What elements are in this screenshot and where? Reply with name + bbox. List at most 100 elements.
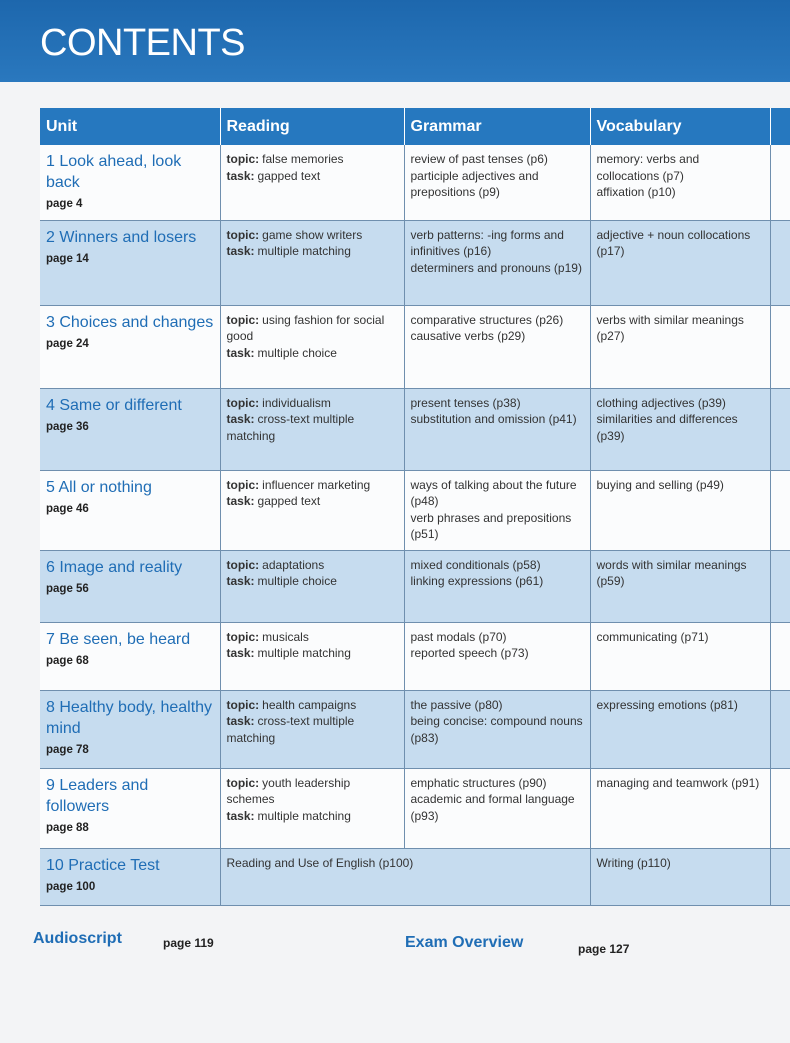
reading-label: task: bbox=[226, 345, 255, 360]
unit-page: page 78 bbox=[46, 743, 89, 756]
grammar-cell: verb patterns: -ing forms and infinitive… bbox=[404, 220, 591, 306]
reading-label: topic: bbox=[226, 629, 260, 644]
vocabulary-item: words with similar meanings (p59) bbox=[596, 557, 747, 589]
unit-cell: 9 Leaders and followers page 88 bbox=[40, 768, 221, 849]
table-row: 9 Leaders and followers page 88 topic: yout… bbox=[40, 768, 790, 849]
reading-label: task: bbox=[226, 574, 255, 588]
grammar-item: comparative structures (p26) bbox=[410, 312, 564, 327]
footer-title: Audioscript bbox=[33, 930, 122, 947]
vocabulary-cell: expressing emotions (p81) bbox=[590, 690, 771, 769]
reading-text: using fashion for social good bbox=[226, 312, 385, 344]
reading-cell: topic: game show writers task: multiple mat… bbox=[220, 220, 405, 306]
vocabulary-cell: clothing adjectives (p39) similarities an… bbox=[590, 388, 771, 471]
grammar-item: present tenses (p38) bbox=[410, 395, 521, 410]
reading-cell: topic: musicals task: multiple matching bbox=[220, 622, 405, 691]
unit-cell: 6 Image and reality page 56 bbox=[40, 550, 221, 623]
unit-title: 7 Be seen, be heard bbox=[46, 630, 191, 648]
reading-line: topic: musicals bbox=[227, 629, 398, 646]
reading-label: topic: bbox=[226, 227, 260, 242]
header-band bbox=[0, 0, 790, 82]
unit-cell: 1 Look ahead, look back page 4 bbox=[40, 145, 221, 221]
reading-line: topic: adaptations bbox=[227, 557, 398, 574]
vocabulary-item: memory: verbs and collocations (p7) bbox=[596, 152, 700, 183]
table-row: 4 Same or different page 36 topic: individu… bbox=[40, 388, 790, 471]
unit-title: 2 Winners and losers bbox=[46, 228, 197, 246]
column-header: Grammar bbox=[404, 108, 591, 145]
reading-line: task: multiple choice bbox=[227, 345, 398, 362]
footer-title: Exam Overview bbox=[405, 934, 524, 951]
row-filler bbox=[770, 470, 790, 551]
unit-cell: 7 Be seen, be heard page 68 bbox=[40, 622, 221, 691]
reading-line: task: multiple choice bbox=[227, 573, 398, 590]
vocabulary-item: communicating (p71) bbox=[596, 629, 709, 644]
vocabulary-item: Writing (p110) bbox=[596, 855, 671, 870]
grammar-item: emphatic structures (p90) bbox=[410, 775, 547, 790]
grammar-item: reported speech (p73) bbox=[410, 646, 529, 660]
reading-text: musicals bbox=[262, 629, 309, 644]
vocabulary-cell: words with similar meanings (p59) bbox=[590, 550, 771, 623]
grammar-cell: mixed conditionals (p58) linking expressi… bbox=[404, 550, 591, 623]
reading-line: task: multiple matching bbox=[227, 808, 398, 825]
column-header: Vocabulary bbox=[590, 108, 771, 145]
header-row: Unit Reading Grammar Vocabulary bbox=[40, 108, 790, 145]
row-filler bbox=[770, 145, 790, 221]
unit-title: 10 Practice Test bbox=[46, 856, 160, 874]
unit-title: 3 Choices and changes bbox=[46, 313, 214, 331]
reading-label: task: bbox=[226, 168, 255, 183]
table-row: 7 Be seen, be heard page 68 topic: musicals… bbox=[40, 622, 790, 691]
table-row: 5 All or nothing page 46 topic: influencer … bbox=[40, 470, 790, 551]
table-row: 8 Healthy body, healthy mind page 78 topic… bbox=[40, 690, 790, 769]
reading-cell: Reading and Use of English (p100) bbox=[220, 848, 591, 906]
vocabulary-cell: managing and teamwork (p91) bbox=[590, 768, 771, 849]
unit-cell: 2 Winners and losers page 14 bbox=[40, 220, 221, 306]
grammar-item: academic and formal language (p93) bbox=[410, 792, 575, 823]
reading-cell: topic: youth leadership schemes task: multi… bbox=[220, 768, 405, 849]
grammar-item: review of past tenses (p6) bbox=[410, 152, 548, 166]
reading-label: topic: bbox=[226, 557, 260, 572]
vocabulary-cell: buying and selling (p49) bbox=[590, 470, 771, 551]
unit-page: page 36 bbox=[46, 420, 89, 433]
reading-cell: topic: individualism task: cross-text multi… bbox=[220, 388, 405, 471]
vocabulary-item: clothing adjectives (p39) bbox=[596, 395, 726, 410]
row-filler bbox=[770, 690, 790, 769]
reading-line: task: gapped text bbox=[227, 168, 398, 185]
unit-title: 4 Same or different bbox=[46, 396, 182, 414]
grammar-item: being concise: compound nouns (p83) bbox=[410, 714, 583, 745]
reading-cell: topic: false memories task: gapped text bbox=[220, 145, 405, 221]
table-body: 1 Look ahead, look back page 4 topic: false… bbox=[40, 145, 790, 906]
reading-line: topic: influencer marketing bbox=[227, 477, 398, 494]
unit-page: page 46 bbox=[46, 502, 89, 515]
table-row: 2 Winners and losers page 14 topic: game sh… bbox=[40, 220, 790, 306]
reading-label: task: bbox=[226, 646, 255, 660]
reading-text: health campaigns bbox=[262, 697, 357, 712]
unit-title: 6 Image and reality bbox=[46, 558, 183, 576]
reading-cell: topic: influencer marketing task: gapped te… bbox=[220, 470, 405, 551]
reading-line: topic: youth leadership schemes bbox=[227, 775, 398, 808]
vocabulary-item: adjective + noun collocations (p17) bbox=[596, 227, 751, 259]
unit-title: 8 Healthy body, healthy mind bbox=[46, 698, 213, 737]
unit-page: page 56 bbox=[46, 582, 89, 595]
reading-cell: topic: using fashion for social good task:… bbox=[220, 305, 405, 389]
unit-page: page 24 bbox=[46, 337, 89, 350]
grammar-item: determiners and pronouns (p19) bbox=[410, 260, 582, 275]
grammar-item: the passive (p80) bbox=[410, 697, 503, 712]
row-filler bbox=[770, 305, 790, 389]
grammar-item: participle adjectives and prepositions (… bbox=[410, 168, 539, 200]
row-filler bbox=[770, 768, 790, 849]
reading-label: topic: bbox=[226, 477, 260, 492]
header-filler bbox=[770, 108, 790, 145]
unit-title: 9 Leaders and followers bbox=[46, 776, 149, 815]
unit-title: 1 Look ahead, look back bbox=[46, 153, 182, 191]
unit-title: 5 All or nothing bbox=[46, 478, 152, 496]
reading-line: task: multiple matching bbox=[227, 243, 398, 260]
reading-text: gapped text bbox=[257, 168, 321, 183]
reading-line: task: gapped text bbox=[227, 493, 398, 510]
reading-label: topic: bbox=[226, 312, 260, 327]
vocabulary-item: expressing emotions (p81) bbox=[596, 697, 738, 712]
table-row: 1 Look ahead, look back page 4 topic: false… bbox=[40, 145, 790, 221]
grammar-cell: emphatic structures (p90) academic and fo… bbox=[404, 768, 591, 849]
unit-cell: 4 Same or different page 36 bbox=[40, 388, 221, 471]
grammar-cell: the passive (p80) being concise: compound… bbox=[404, 690, 591, 769]
reading-text: influencer marketing bbox=[262, 477, 371, 492]
